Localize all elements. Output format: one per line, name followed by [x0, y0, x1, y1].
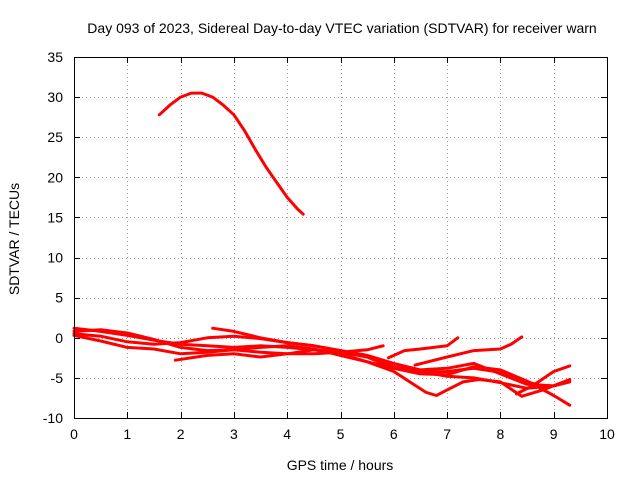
y-tick-label: -10: [43, 410, 63, 426]
chart-title: Day 093 of 2023, Sidereal Day-to-day VTE…: [87, 20, 596, 36]
series-line-arc-8: [387, 336, 460, 360]
series-line-arc-6: [211, 326, 572, 390]
y-tick-label: 30: [47, 89, 63, 105]
x-tick-label: 9: [550, 426, 558, 442]
tick-labels: 0 1 2 3 4 5 6 7 8 9 10 -10 -5 0 5 10 15 20 25 30 35: [43, 49, 615, 442]
data-series: [72, 91, 572, 407]
x-tick-label: 2: [177, 426, 185, 442]
x-tick-label: 0: [70, 426, 78, 442]
series-line-arc-3: [72, 332, 572, 388]
y-tick-label: 10: [47, 250, 63, 266]
series-line-arc-1: [157, 91, 305, 216]
y-tick-label: 25: [47, 129, 63, 145]
x-tick-label: 4: [283, 426, 291, 442]
series-line-arc-7: [173, 348, 572, 398]
y-axis-label: SDTVAR / TECUs: [6, 183, 22, 295]
series-line-arc-10: [514, 364, 572, 396]
y-tick-label: 5: [55, 290, 63, 306]
x-tick-label: 7: [443, 426, 451, 442]
y-tick-label: 0: [55, 330, 63, 346]
x-tick-label: 3: [230, 426, 238, 442]
y-tick-label: 15: [47, 209, 63, 225]
y-tick-label: -5: [51, 370, 64, 386]
y-tick-label: 35: [47, 49, 63, 65]
x-tick-label: 10: [599, 426, 615, 442]
grid: [74, 57, 607, 418]
x-tick-label: 8: [497, 426, 505, 442]
y-tick-label: 20: [47, 169, 63, 185]
x-axis-label: GPS time / hours: [287, 457, 394, 473]
x-tick-label: 5: [337, 426, 345, 442]
series-line-arc-9: [413, 335, 524, 367]
x-tick-label: 1: [123, 426, 131, 442]
axis-ticks: [74, 57, 608, 419]
x-tick-label: 6: [390, 426, 398, 442]
